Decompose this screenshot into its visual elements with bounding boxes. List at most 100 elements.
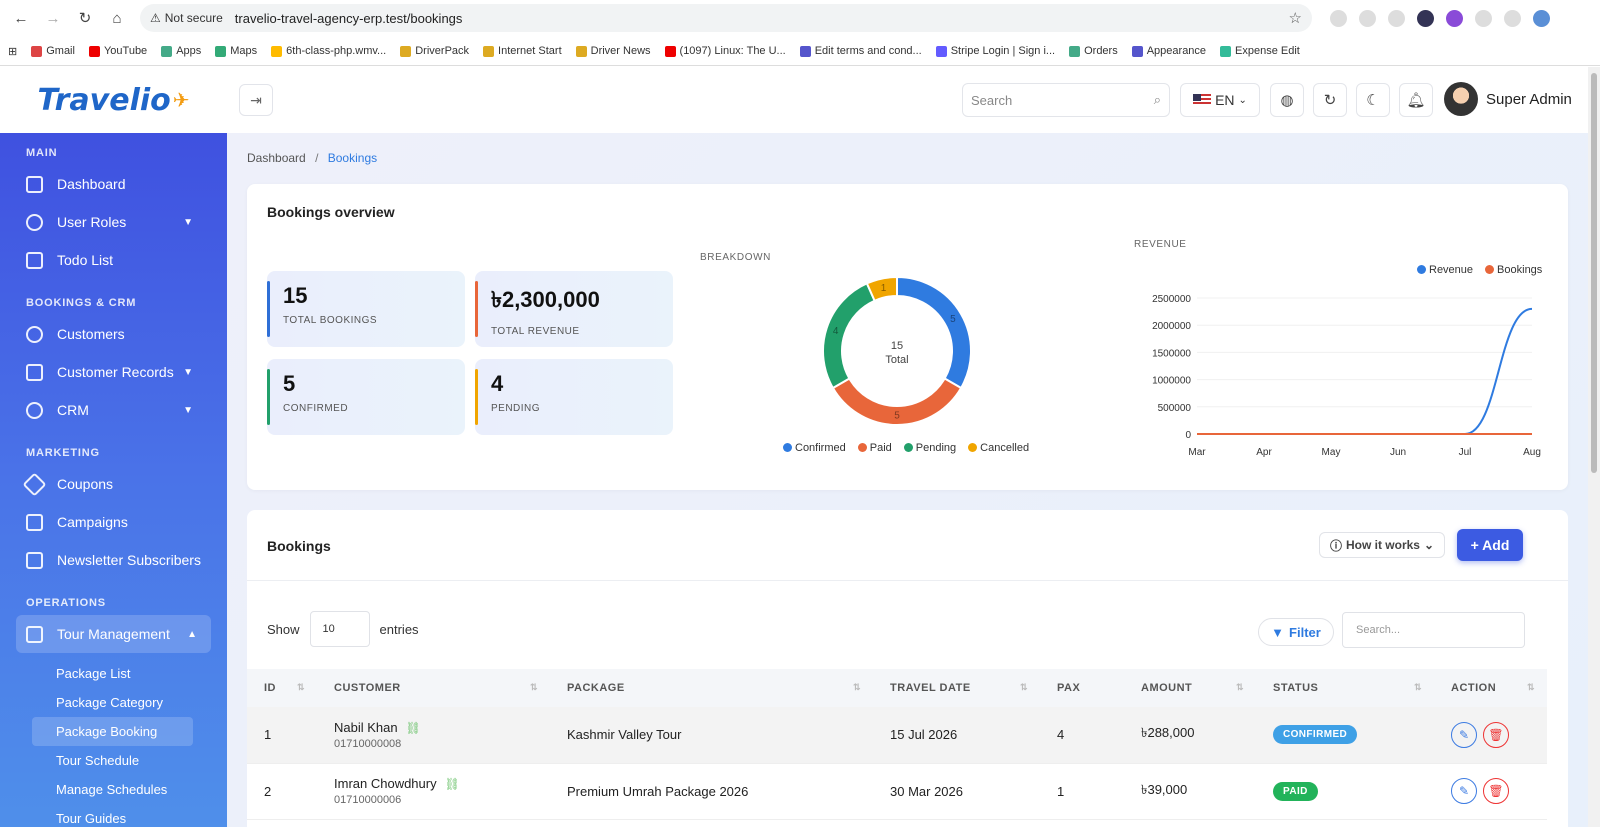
dark-mode-icon[interactable]: ☾	[1356, 83, 1390, 117]
reload-icon[interactable]: ↻	[78, 10, 92, 27]
edit-icon[interactable]: ✎	[1451, 778, 1477, 804]
legend-item-revenue[interactable]: Revenue	[1417, 264, 1473, 276]
link-icon[interactable]: ⛓	[405, 720, 421, 735]
entries-select[interactable]: 10	[309, 611, 370, 647]
sidebar-sub-package-category[interactable]: Package Category	[56, 695, 163, 710]
bookmark-gmail[interactable]: Gmail	[31, 45, 75, 57]
puzzle-icon[interactable]	[1475, 9, 1492, 27]
bookmark-star-icon[interactable]: ☆	[1288, 10, 1302, 27]
sidebar-sub-package-booking[interactable]: Package Booking	[32, 717, 193, 746]
legend-item-pending[interactable]: Pending	[903, 442, 956, 454]
bookmark-expense-edit[interactable]: Expense Edit	[1220, 45, 1300, 57]
header-search[interactable]: Search ⌕	[962, 83, 1170, 117]
home-icon[interactable]: ⌂	[112, 9, 122, 27]
sidebar-item-customer-records[interactable]: Customer Records ▼	[0, 353, 227, 391]
legend-item-bookings[interactable]: Bookings	[1485, 264, 1542, 276]
bookmark-driverpack[interactable]: DriverPack	[400, 45, 469, 57]
notification-bell-icon[interactable]: 🔔︎	[1399, 83, 1433, 117]
sort-icon: ⇅	[852, 682, 861, 692]
col-amount[interactable]: AMOUNT ⇅	[1124, 669, 1256, 707]
bookmark-appearance[interactable]: Appearance	[1131, 45, 1206, 57]
language-selector[interactable]: EN ⌄	[1180, 83, 1260, 117]
sidebar-item-tour-management[interactable]: Tour Management ▲	[16, 615, 211, 653]
bookmark-youtube[interactable]: YouTube	[88, 45, 147, 57]
sidebar-item-newsletter[interactable]: Newsletter Subscribers	[0, 541, 227, 579]
col-travel-date[interactable]: TRAVEL DATE ⇅	[873, 669, 1040, 707]
bookmark-maps[interactable]: Maps	[215, 45, 257, 57]
status-badge: CONFIRMED	[1273, 725, 1358, 745]
table-search-input[interactable]: Search...	[1342, 612, 1525, 648]
cell-id: 2	[247, 763, 317, 820]
extension-icon[interactable]	[1388, 9, 1405, 27]
chevron-down-icon: ⌄	[1238, 94, 1247, 106]
col-id[interactable]: ID ⇅	[247, 669, 317, 707]
x-tick-label: May	[1322, 447, 1341, 458]
add-booking-button[interactable]: + Add	[1457, 529, 1523, 561]
download-icon[interactable]	[1504, 9, 1521, 27]
customer-name: Nabil Khan	[334, 719, 398, 735]
sidebar-item-dashboard[interactable]: Dashboard	[0, 165, 227, 203]
page-scrollbar[interactable]	[1588, 67, 1600, 827]
sidebar-item-crm[interactable]: CRM ▼	[0, 391, 227, 429]
profile-icon[interactable]	[1533, 9, 1550, 27]
col-status[interactable]: STATUS ⇅	[1256, 669, 1434, 707]
sidebar-toggle-button[interactable]: ⇥	[239, 84, 273, 116]
filter-button[interactable]: ▼ Filter	[1258, 618, 1334, 646]
donut-slice-confirmed[interactable]	[896, 276, 972, 390]
bookmark-drive[interactable]: 6th-class-php.wmv...	[271, 45, 386, 57]
extension-icon[interactable]	[1359, 9, 1376, 27]
table-row[interactable]: 1 Nabil Khan ⛓ 01710000008 Kashmir Valley …	[247, 707, 1547, 764]
bookmark-edit-terms[interactable]: Edit terms and cond...	[799, 45, 922, 57]
extension-icon[interactable]	[1446, 9, 1463, 27]
sidebar-item-user-roles[interactable]: User Roles ▼	[0, 203, 227, 241]
col-package[interactable]: PACKAGE ⇅	[550, 669, 873, 707]
edit-icon[interactable]: ✎	[1451, 721, 1477, 748]
sidebar-item-todo[interactable]: Todo List	[0, 241, 227, 279]
forward-icon[interactable]: →	[45, 9, 61, 27]
how-it-works-button[interactable]: ⓘ How it works ⌄	[1319, 532, 1445, 558]
legend-swatch	[968, 443, 978, 452]
legend-item-cancelled[interactable]: Cancelled	[968, 442, 1029, 454]
bookmark-linux[interactable]: (1097) Linux: The U...	[664, 45, 786, 57]
delete-icon[interactable]: 🗑︎	[1483, 778, 1509, 804]
sidebar-sub-tour-guides[interactable]: Tour Guides	[56, 811, 127, 826]
security-indicator[interactable]: ⚠ Not secure	[150, 11, 223, 25]
sidebar-item-campaigns[interactable]: Campaigns	[0, 503, 227, 541]
user-menu[interactable]: Super Admin	[1444, 82, 1572, 116]
search-input[interactable]: Search	[971, 92, 1013, 108]
sidebar-sub-tour-schedule[interactable]: Tour Schedule	[56, 753, 140, 768]
link-icon[interactable]: ⛓	[444, 777, 460, 791]
sidebar-item-customers[interactable]: Customers	[0, 315, 227, 353]
breadcrumb-home[interactable]: Dashboard	[247, 151, 306, 165]
globe-icon[interactable]: ◍	[1270, 83, 1304, 117]
legend-item-paid[interactable]: Paid	[857, 442, 892, 454]
scrollbar-thumb[interactable]	[1591, 73, 1597, 473]
chevron-up-icon: ▲	[187, 628, 197, 640]
chat-icon	[26, 401, 43, 419]
bookmark-apps[interactable]: Apps	[161, 45, 201, 57]
sidebar-item-coupons[interactable]: Coupons	[0, 465, 227, 503]
sidebar-sub-manage-schedules[interactable]: Manage Schedules	[56, 782, 168, 797]
delete-icon[interactable]: 🗑︎	[1483, 721, 1509, 748]
table-row[interactable]: 2 Imran Chowdhury ⛓ 01710000006 Premium Um…	[247, 763, 1547, 820]
back-icon[interactable]: ←	[13, 9, 29, 27]
col-pax[interactable]: PAX	[1040, 669, 1124, 707]
address-bar[interactable]: ⚠ Not secure travelio-travel-agency-erp.…	[140, 4, 1312, 32]
bookmark-stripe[interactable]: Stripe Login | Sign i...	[935, 45, 1055, 57]
refresh-icon[interactable]: ↻	[1313, 83, 1347, 117]
stat-total-bookings: 15 TOTAL BOOKINGS	[267, 271, 465, 347]
legend-item-confirmed[interactable]: Confirmed	[783, 442, 846, 454]
logo[interactable]: Travelio ✈	[0, 67, 227, 133]
extension-icon[interactable]	[1417, 9, 1434, 27]
donut-slice-cancelled[interactable]	[865, 276, 898, 303]
sidebar-sub-package-list[interactable]: Package List	[56, 666, 131, 681]
cell-customer: Nabil Khan ⛓ 01710000008	[317, 707, 550, 764]
col-customer[interactable]: CUSTOMER ⇅	[317, 669, 550, 707]
extension-icon[interactable]	[1330, 9, 1347, 27]
bookmark-driver-news[interactable]: Driver News	[575, 45, 651, 57]
bookmark-internet-start[interactable]: Internet Start	[483, 45, 562, 57]
y-tick-label: 500000	[1158, 403, 1192, 414]
donut-slice-pending[interactable]	[822, 282, 876, 390]
bookmark-orders[interactable]: Orders	[1069, 45, 1118, 57]
apps-grid-icon[interactable]: ⊞	[8, 45, 18, 58]
